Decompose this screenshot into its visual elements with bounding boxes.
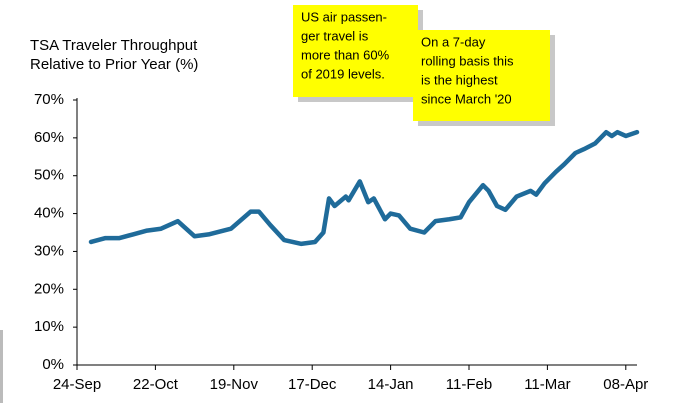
x-tick-label: 11-Feb xyxy=(446,376,492,393)
x-tick-label: 08-Apr xyxy=(603,376,648,393)
y-tick-label: 60% xyxy=(34,129,64,146)
x-tick-label: 14-Jan xyxy=(368,376,414,393)
annotation: US air passen-ger travel is more than 60%… xyxy=(293,5,423,102)
chart-title: Relative to Prior Year (%) xyxy=(30,56,198,73)
x-tick-label: 24-Sep xyxy=(53,376,101,393)
annotation-box xyxy=(413,30,550,121)
y-tick-label: 30% xyxy=(34,242,64,259)
edge xyxy=(0,330,3,403)
chart-title: TSA Traveler Throughput xyxy=(30,37,198,54)
annotation-text: of 2019 levels. xyxy=(301,66,385,81)
annotation-text: US air passen- xyxy=(301,9,387,24)
annotation-box xyxy=(293,5,418,97)
annotation-text: more than 60% xyxy=(301,47,390,62)
annotation-text: rolling basis this xyxy=(421,53,514,68)
y-tick-label: 0% xyxy=(42,356,64,373)
x-tick-label: 22-Oct xyxy=(133,376,179,393)
annotation-text: since March '20 xyxy=(421,91,512,106)
x-tick-label: 11-Mar xyxy=(524,376,570,393)
annotation: On a 7-day rolling basis this is the highe… xyxy=(413,30,555,126)
annotation-text: On a 7-day xyxy=(421,34,486,49)
annotation-text: is the highest xyxy=(421,72,498,87)
annotation-text: ger travel is xyxy=(301,28,369,43)
x-tick-label: 19-Nov xyxy=(210,376,259,393)
y-tick-label: 20% xyxy=(34,280,64,297)
y-tick-label: 10% xyxy=(34,318,64,335)
y-tick-label: 40% xyxy=(34,205,64,222)
x-tick-label: 17-Dec xyxy=(288,376,337,393)
line xyxy=(88,129,640,247)
y-tick-label: 70% xyxy=(34,91,64,108)
y-tick-label: 50% xyxy=(34,167,64,184)
